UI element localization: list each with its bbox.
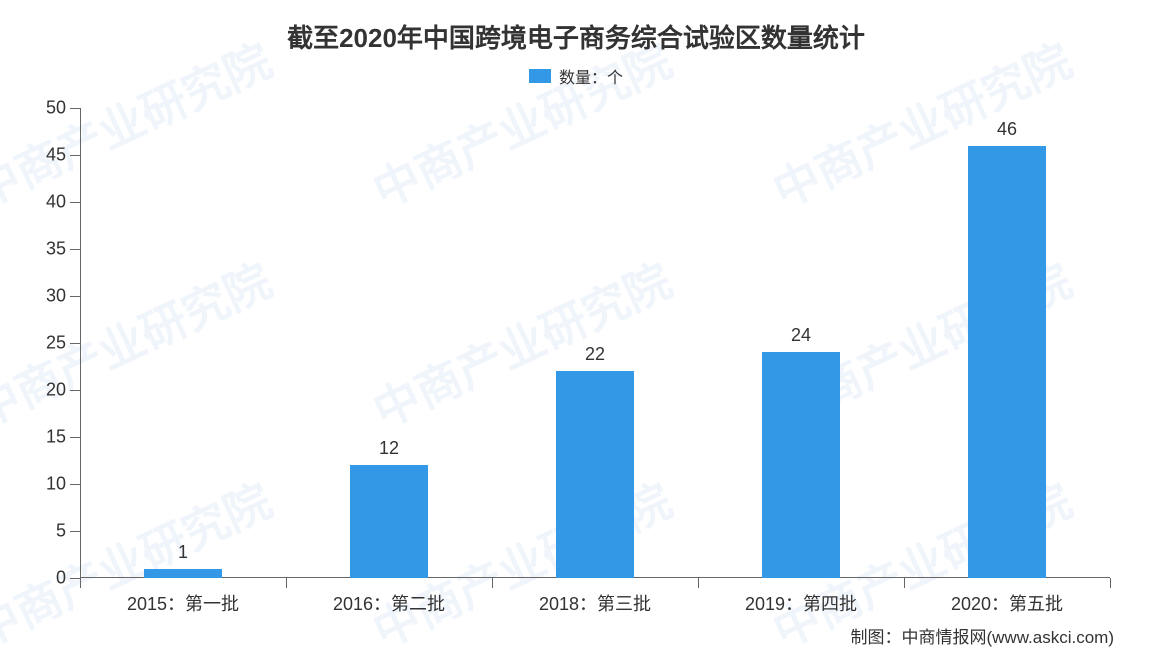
- y-axis-line: [80, 108, 81, 578]
- legend-label: 数量：个: [559, 64, 623, 88]
- y-tick: [70, 343, 80, 344]
- y-tick: [70, 437, 80, 438]
- bar-value-label: 12: [379, 438, 399, 459]
- x-tick: [80, 578, 81, 588]
- y-tick: [70, 202, 80, 203]
- legend-swatch: [529, 69, 551, 83]
- x-tick-label: 2016：第二批: [333, 590, 445, 616]
- x-tick: [286, 578, 287, 588]
- y-tick-label: 10: [46, 474, 66, 495]
- chart-bar: 46: [968, 146, 1046, 578]
- y-tick-label: 0: [56, 568, 66, 589]
- x-tick-label: 2019：第四批: [745, 590, 857, 616]
- y-tick: [70, 390, 80, 391]
- x-tick: [1110, 578, 1111, 588]
- y-tick: [70, 484, 80, 485]
- y-tick: [70, 249, 80, 250]
- x-tick-label: 2020：第五批: [951, 590, 1063, 616]
- bar-value-label: 46: [997, 119, 1017, 140]
- bar-value-label: 22: [585, 344, 605, 365]
- x-tick-label: 2015：第一批: [127, 590, 239, 616]
- x-tick-label: 2018：第三批: [539, 590, 651, 616]
- x-tick: [492, 578, 493, 588]
- chart-bar: 12: [350, 465, 428, 578]
- y-tick-label: 50: [46, 98, 66, 119]
- y-tick-label: 20: [46, 380, 66, 401]
- y-tick-label: 5: [56, 521, 66, 542]
- chart-bar: 22: [556, 371, 634, 578]
- chart-plot-area: 0510152025303540455012015：第一批122016：第二批2…: [80, 108, 1110, 578]
- y-tick-label: 15: [46, 427, 66, 448]
- y-tick: [70, 578, 80, 579]
- y-tick-label: 45: [46, 145, 66, 166]
- chart-bar: 1: [144, 569, 222, 578]
- x-tick: [698, 578, 699, 588]
- chart-bar: 24: [762, 352, 840, 578]
- y-tick: [70, 296, 80, 297]
- y-tick-label: 40: [46, 192, 66, 213]
- chart-title: 截至2020年中国跨境电子商务综合试验区数量统计: [0, 18, 1152, 55]
- y-tick: [70, 531, 80, 532]
- x-tick: [904, 578, 905, 588]
- bar-value-label: 1: [178, 542, 188, 563]
- y-tick-label: 30: [46, 286, 66, 307]
- y-tick: [70, 108, 80, 109]
- bar-value-label: 24: [791, 325, 811, 346]
- y-tick-label: 35: [46, 239, 66, 260]
- source-label: 制图：中商情报网(www.askci.com): [850, 623, 1114, 648]
- chart-legend: 数量：个: [0, 64, 1152, 88]
- y-tick-label: 25: [46, 333, 66, 354]
- y-tick: [70, 155, 80, 156]
